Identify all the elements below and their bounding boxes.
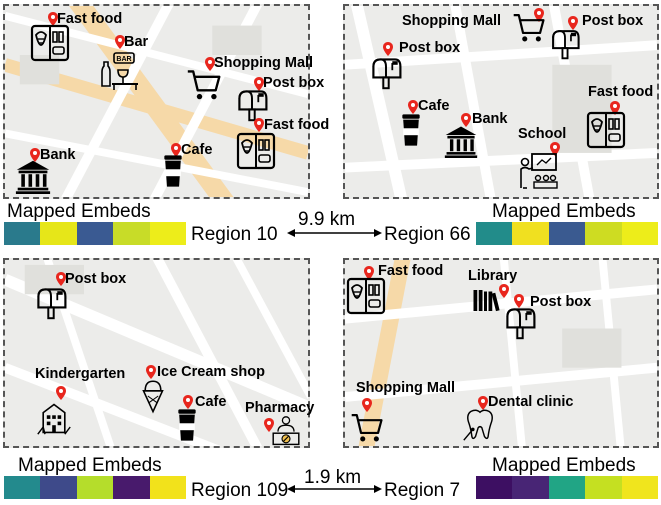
poi-label: Fast food — [57, 11, 123, 27]
poi-label: Cafe — [195, 394, 227, 410]
coffee-cup-icon — [174, 407, 200, 443]
fast-food-icon — [346, 276, 386, 316]
poi-label: Shopping Mall — [356, 380, 456, 396]
embedding-cell — [512, 476, 549, 499]
poi-label: Library — [468, 268, 518, 284]
embedding-bar-region-109 — [4, 476, 187, 499]
poi-label: Cafe — [181, 142, 213, 158]
shopping-cart-icon — [350, 410, 384, 444]
region-label: Region 10 — [191, 224, 278, 245]
embedding-cell — [621, 476, 659, 499]
mailbox-icon — [548, 26, 582, 60]
embedding-cell — [76, 222, 114, 245]
kindergarten-icon — [36, 398, 72, 438]
poi-label: Pharmacy — [245, 400, 315, 416]
library-icon — [472, 284, 502, 314]
map-panel-region-66 — [343, 4, 659, 199]
bank-icon — [444, 124, 478, 158]
bar-icon — [100, 50, 140, 90]
coffee-cup-icon — [160, 153, 186, 189]
embedding-cell — [40, 222, 77, 245]
shopping-cart-icon — [186, 66, 222, 102]
poi-label: Post box — [582, 13, 644, 29]
poi-label: Post box — [263, 75, 325, 91]
embedding-cell — [585, 476, 622, 499]
map-pin-icon — [146, 365, 156, 379]
poi-label: Dental clinic — [488, 394, 574, 410]
mapped-embeds-title: Mapped Embeds — [492, 201, 636, 222]
embedding-cell — [149, 476, 187, 499]
poi-label: Post box — [65, 271, 127, 287]
embedding-bar-region-7 — [476, 476, 659, 499]
poi-label: School — [518, 126, 567, 142]
shopping-cart-icon — [512, 10, 546, 44]
region-label: Region 109 — [191, 480, 289, 501]
embedding-cell — [548, 476, 586, 499]
embedding-cell — [4, 222, 41, 245]
embedding-cell — [476, 476, 513, 499]
embedding-cell — [76, 476, 114, 499]
embedding-cell — [585, 222, 622, 245]
poi-label: Ice Cream shop — [157, 364, 265, 380]
pharmacy-icon — [270, 414, 302, 446]
mapped-embeds-title: Mapped Embeds — [7, 201, 151, 222]
double-arrow-icon — [287, 229, 382, 237]
embedding-cell — [40, 476, 77, 499]
map-pin-icon — [499, 284, 509, 298]
map-panel-region-10 — [3, 4, 310, 199]
distance-label: 9.9 km — [298, 209, 356, 230]
mailbox-icon — [502, 304, 538, 340]
embedding-cell — [548, 222, 586, 245]
poi-label: Bar — [124, 34, 149, 50]
mapped-embeds-title: Mapped Embeds — [18, 455, 162, 476]
region-label: Region 66 — [384, 224, 471, 245]
poi-label: Fast food — [378, 263, 444, 279]
coffee-cup-icon — [398, 112, 424, 148]
distance-label: 1.9 km — [304, 467, 362, 488]
embedding-cell — [113, 222, 150, 245]
fast-food-icon — [586, 110, 626, 150]
poi-label: Post box — [399, 40, 461, 56]
embedding-cell — [149, 222, 187, 245]
map-pin-icon — [254, 118, 264, 132]
ice-cream-icon — [140, 378, 166, 414]
embedding-cell — [621, 222, 659, 245]
embedding-cell — [113, 476, 150, 499]
poi-label: Bank — [40, 147, 76, 163]
embedding-bar-region-10 — [4, 222, 187, 245]
bank-icon — [15, 158, 51, 194]
poi-label: Shopping Mall — [402, 13, 502, 29]
mapped-embeds-title: Mapped Embeds — [492, 455, 636, 476]
fast-food-icon — [30, 23, 70, 63]
tooth-icon — [462, 406, 498, 442]
mailbox-icon — [368, 54, 404, 90]
embedding-cell — [512, 222, 549, 245]
region-label: Region 7 — [384, 480, 461, 501]
poi-label: Bank — [472, 111, 508, 127]
poi-label: Cafe — [418, 98, 450, 114]
double-arrow-icon — [287, 485, 382, 493]
poi-label: Fast food — [264, 117, 330, 133]
poi-label: Fast food — [588, 84, 654, 100]
embedding-bar-region-66 — [476, 222, 659, 245]
map-background — [5, 6, 308, 197]
poi-label: Post box — [530, 294, 592, 310]
poi-label: Kindergarten — [35, 366, 126, 382]
school-icon — [518, 152, 558, 192]
mailbox-icon — [33, 284, 69, 320]
embedding-cell — [4, 476, 41, 499]
fast-food-icon — [236, 131, 276, 171]
poi-label: Shopping Mall — [214, 55, 314, 71]
map-background — [345, 6, 657, 197]
embedding-cell — [476, 222, 513, 245]
